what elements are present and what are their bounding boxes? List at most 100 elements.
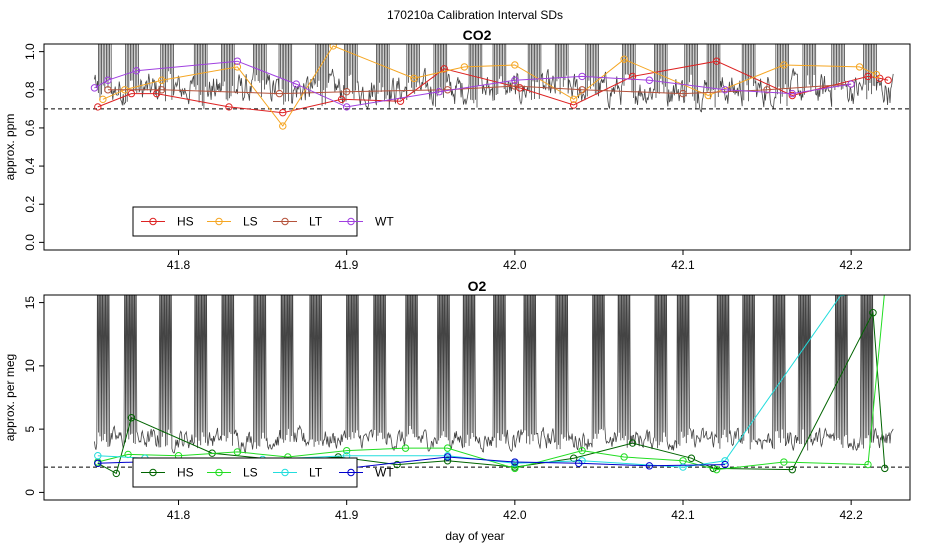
legend-label: LS (243, 215, 258, 229)
data-point-wt (788, 89, 796, 98)
data-point-ls (864, 460, 872, 469)
data-point-hs (869, 309, 877, 317)
panel-co2: CO2 approx. ppm 0.0 0.2 0.4 0.6 0.8 1.0 41.8 41.9… (3, 27, 911, 272)
data-point-ls (342, 446, 351, 455)
data-point-ls (855, 63, 864, 71)
legend-label: LS (243, 466, 258, 480)
data-point-hs (440, 65, 448, 73)
data-point-hs (152, 89, 161, 98)
series-line-hs (97, 310, 886, 475)
legend-box (132, 206, 358, 237)
series-line-wt (94, 60, 852, 108)
data-point-lt (342, 87, 351, 96)
data-point-wt (90, 84, 99, 92)
data-point-lt (679, 463, 687, 471)
data-point-hs (569, 101, 578, 109)
data-point-lt (511, 82, 519, 90)
legend-label: HS (177, 466, 194, 480)
data-point-wt (578, 72, 586, 81)
plot-frame (43, 294, 911, 501)
data-point-hs (712, 57, 721, 65)
data-point-ls (99, 95, 107, 104)
data-point-ls (460, 63, 469, 71)
data-point-hs (443, 457, 452, 465)
legend-marker (215, 468, 223, 477)
legend-box (132, 457, 358, 488)
data-point-wt (645, 462, 654, 470)
x-tick-label: 42.0 (503, 508, 527, 522)
y-tick-label: 0.8 (23, 81, 37, 98)
data-point-ls (620, 453, 628, 461)
legend-label: WT (375, 466, 394, 480)
y-tick-label: 15 (23, 296, 37, 310)
data-point-wt (847, 80, 855, 88)
data-point-ls (233, 63, 242, 71)
y-tick-label: 0.0 (23, 234, 37, 251)
data-point-hs (112, 469, 121, 478)
y-axis-label: approx. ppm (3, 114, 17, 181)
x-axis-label: day of year (445, 529, 504, 543)
data-point-lt (275, 89, 284, 98)
data-point-ls (401, 444, 410, 452)
data-point-wt (435, 87, 443, 96)
data-point-hs (393, 460, 401, 469)
y-tick-label: 0.2 (23, 196, 37, 213)
y-tick-label: 0.4 (23, 157, 37, 174)
data-point-ls (578, 446, 586, 455)
legend-marker (347, 468, 355, 477)
x-tick-label: 42.1 (671, 258, 695, 272)
x-tick-label: 41.8 (167, 508, 191, 522)
x-tick-label: 41.9 (335, 508, 359, 522)
data-point-wt (292, 80, 300, 88)
legend-label: LT (309, 215, 323, 229)
y-tick-label: 0.6 (23, 119, 37, 136)
series-line-ls (102, 45, 877, 127)
data-point-ls (872, 70, 881, 79)
data-point-hs (881, 464, 889, 473)
panel-title: CO2 (463, 27, 492, 43)
x-tick-label: 42.1 (671, 508, 695, 522)
data-point-lt (679, 89, 687, 98)
data-point-ls (329, 44, 337, 50)
data-point-hs (788, 91, 796, 100)
data-point-wt (511, 458, 519, 466)
data-point-wt (94, 459, 102, 468)
plot-frame (43, 43, 911, 251)
data-point-hs (337, 95, 346, 104)
x-tick-label: 41.9 (335, 258, 359, 272)
x-tick-label: 41.8 (167, 258, 191, 272)
legend-label: HS (177, 215, 194, 229)
data-point-ls (158, 76, 166, 84)
data-point-wt (342, 103, 351, 111)
series-line-lt (107, 83, 852, 95)
data-point-ls (279, 122, 287, 130)
data-point-hs (516, 84, 524, 92)
legend-marker (149, 468, 157, 477)
panel-title: O2 (468, 278, 487, 294)
legend-label: LT (309, 466, 323, 480)
legend-marker (149, 217, 157, 226)
data-point-lt (840, 295, 846, 297)
data-point-hs (884, 76, 892, 84)
data-point-hs (279, 108, 287, 117)
data-point-lt (763, 86, 771, 94)
y-tick-label: 0 (23, 489, 37, 496)
data-point-ls (443, 444, 452, 452)
legend-marker (281, 217, 289, 226)
legend-marker (215, 217, 223, 226)
data-point-lt (578, 86, 586, 94)
data-point-lt (104, 86, 112, 94)
data-point-wt (104, 76, 112, 84)
data-point-hs (127, 89, 136, 98)
data-point-hs (94, 103, 102, 111)
y-tick-label: 1.0 (23, 43, 37, 60)
data-point-wt (721, 460, 729, 469)
legend-label: WT (375, 215, 394, 229)
data-point-wt (575, 459, 583, 468)
data-point-hs (225, 103, 233, 111)
continuous-trace (94, 295, 894, 454)
data-point-wt (511, 76, 519, 84)
x-tick-label: 42.2 (839, 258, 863, 272)
legend-marker (347, 217, 355, 226)
x-tick-label: 42.2 (839, 508, 863, 522)
